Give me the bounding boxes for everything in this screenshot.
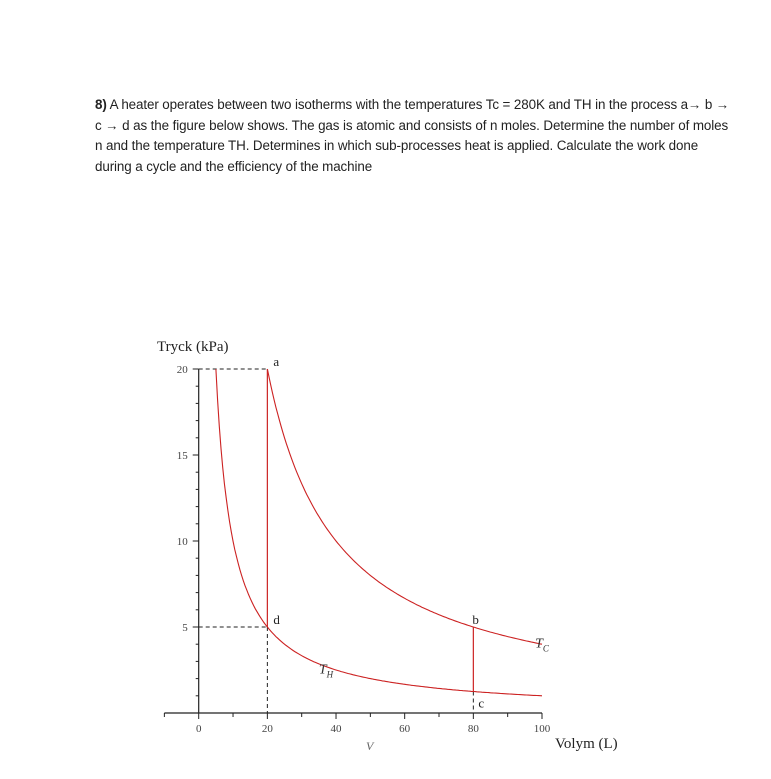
series-label-sub: H [326,669,334,679]
x-tick-label: 20 [262,723,274,735]
point-label-a: a [273,354,279,369]
series-label-main: T [319,662,328,677]
x-tick-label: 100 [534,723,551,735]
point-label-c: c [478,696,484,711]
y-tick-label: 10 [177,536,189,548]
x-tick-label: 0 [196,723,202,735]
problem-statement: 8) A heater operates between two isother… [95,95,735,177]
isotherm-TH [215,368,543,697]
isotherm-Tc [266,368,543,645]
point-label-d: d [273,612,280,627]
y-tick-label: 5 [182,622,188,634]
y-tick-label: 15 [177,450,189,462]
problem-number: 8) [95,97,107,112]
x-variable-label: V [366,739,375,753]
series-label-Tc: TC [535,637,550,654]
series-label-main: T [535,637,544,652]
problem-text: A heater operates between two isotherms … [95,97,730,174]
series-label-sub: C [543,644,550,654]
x-tick-label: 80 [468,723,480,735]
y-axis-label: Tryck (kPa) [157,339,229,355]
point-label-b: b [472,612,479,627]
x-tick-label: 60 [399,723,411,735]
series-label-TH: TH [319,662,334,679]
x-axis-label: Volym (L) [555,736,618,752]
x-tick-label: 40 [331,723,343,735]
y-tick-label: 20 [177,364,189,376]
